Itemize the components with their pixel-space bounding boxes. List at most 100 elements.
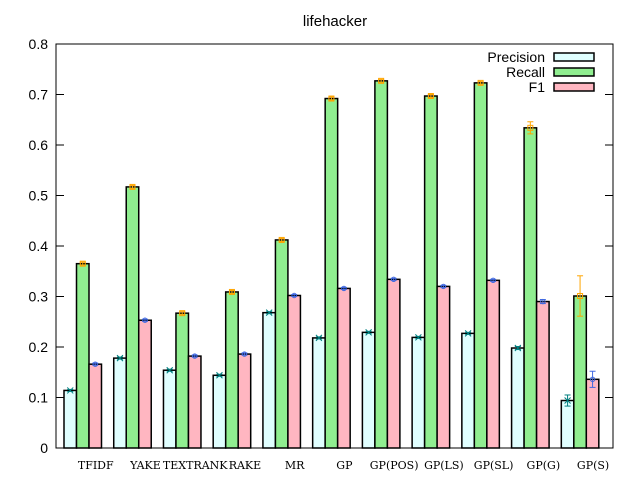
error-bar <box>191 353 198 359</box>
legend-swatch-recall <box>553 67 595 77</box>
y-tick-label: 0.4 <box>29 238 49 254</box>
x-tick-label: GP(POS) <box>370 459 419 472</box>
error-bar <box>427 93 434 100</box>
bar-precision-rake <box>212 374 227 449</box>
error-bar <box>378 77 385 84</box>
error-bar <box>92 361 99 367</box>
x-tick-label: MR <box>285 459 305 472</box>
error-bar <box>415 334 422 341</box>
bar-f1-gp <box>336 287 351 449</box>
bar-f1-tfidf <box>88 363 103 449</box>
y-tick-label: 0.7 <box>29 87 49 103</box>
bar-f1-yake <box>137 319 152 449</box>
bar-f1-gps <box>585 378 600 449</box>
bar-precision-gps <box>560 399 575 449</box>
legend-swatch-precision <box>553 52 595 62</box>
bar-recall-rake <box>224 291 239 449</box>
x-tick-label: TFIDF <box>78 459 114 472</box>
legend-label-recall: Recall <box>506 64 545 80</box>
bar-precision-gpls <box>411 336 426 449</box>
error-bar <box>216 371 223 379</box>
error-bar <box>278 236 285 243</box>
bar-recall-tfidf <box>75 262 90 449</box>
y-axis: 0 0.1 0.2 0.3 0.4 0.5 0.6 0.7 0.8 <box>29 36 613 456</box>
bar-precision-mr <box>262 311 277 449</box>
bar-recall-gppos <box>374 80 389 449</box>
plot-frame <box>55 43 614 449</box>
bar-precision-gpsl <box>461 332 476 449</box>
error-bar <box>539 298 546 305</box>
y-tick-label: 0.1 <box>29 390 49 406</box>
bar-recall-gp <box>324 97 339 449</box>
error-bar <box>527 121 534 135</box>
y-tick-label: 0 <box>40 440 48 456</box>
legend-label-f1: F1 <box>529 79 546 95</box>
y-tick-label: 0.8 <box>29 36 49 52</box>
x-tick-label: GP(G) <box>527 459 561 472</box>
bar-f1-rake <box>237 353 252 449</box>
error-bar <box>577 275 584 317</box>
x-tick-label: TEXTRANK <box>163 459 228 472</box>
error-bar <box>390 276 397 283</box>
bar-recall-mr <box>274 239 289 449</box>
y-tick-label: 0.3 <box>29 289 49 305</box>
error-bar <box>241 351 248 357</box>
bar-recall-gpg <box>523 127 538 449</box>
bar-recall-textrank <box>175 312 190 449</box>
error-bar <box>129 183 136 190</box>
error-bar <box>228 288 235 295</box>
error-bar <box>490 277 497 284</box>
y-tick-label: 0.2 <box>29 339 49 355</box>
error-bar <box>440 283 447 290</box>
error-bar <box>179 310 186 317</box>
error-bar <box>514 344 522 352</box>
x-tick-label: RAKE <box>229 459 261 472</box>
error-bar <box>141 317 148 323</box>
legend-label-precision: Precision <box>487 49 545 65</box>
error-bar <box>166 366 174 374</box>
error-bar <box>328 95 335 102</box>
bar-recall-gps <box>573 295 588 449</box>
x-tick-label: GP(SL) <box>474 459 514 472</box>
error-bar <box>79 260 86 267</box>
error-bar <box>340 285 347 292</box>
error-bar <box>589 370 596 388</box>
bar-precision-yake <box>112 357 127 449</box>
error-bar <box>477 79 484 86</box>
bar-f1-mr <box>287 294 302 449</box>
bar-precision-gpg <box>510 347 525 449</box>
x-axis: TFIDF YAKE TEXTRANK RAKE MR GP GP(POS) GP(LS) GP… <box>78 440 609 472</box>
error-bars <box>66 77 596 407</box>
y-tick-label: 0.6 <box>29 137 49 153</box>
error-bar <box>365 329 372 336</box>
bar-recall-yake <box>125 186 140 449</box>
x-tick-label: GP(LS) <box>424 459 464 472</box>
bar-precision-textrank <box>162 369 177 449</box>
error-bar <box>564 394 571 407</box>
error-bar <box>315 334 323 342</box>
bar-f1-gpsl <box>486 279 501 449</box>
x-tick-label: GP(S) <box>577 459 609 472</box>
legend-swatch-f1 <box>553 82 595 92</box>
bar-f1-gpg <box>535 300 550 449</box>
bar-recall-gpsl <box>473 82 488 449</box>
error-bar <box>291 292 298 299</box>
bar-f1-gpls <box>436 285 451 449</box>
bar-f1-gppos <box>386 278 401 449</box>
bar-precision-tfidf <box>63 389 78 449</box>
bars <box>63 80 600 449</box>
bar-f1-textrank <box>187 355 202 449</box>
x-tick-label: GP <box>336 459 353 472</box>
error-bar <box>116 354 124 362</box>
x-tick-label: YAKE <box>129 459 161 472</box>
bar-precision-gppos <box>361 331 376 449</box>
error-bar <box>464 330 472 337</box>
y-tick-label: 0.5 <box>29 188 49 204</box>
bar-recall-gpls <box>423 95 438 449</box>
error-bar <box>265 309 273 317</box>
error-bar <box>66 387 74 394</box>
chart-title: lifehacker <box>303 13 367 30</box>
bar-precision-gp <box>311 337 326 449</box>
